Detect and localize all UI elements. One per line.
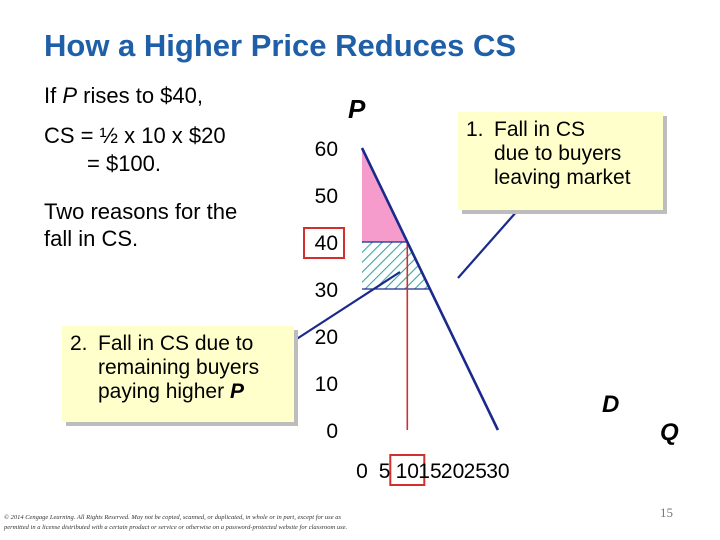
callout-2-number: 2. bbox=[70, 332, 88, 355]
x-tick-label: 20 bbox=[441, 460, 464, 483]
y-tick-label: 0 bbox=[326, 420, 338, 443]
price-axis-label: P bbox=[348, 94, 366, 124]
x-tick-label: 30 bbox=[486, 460, 509, 483]
y-tick-label: 10 bbox=[315, 373, 338, 396]
demand-curve bbox=[360, 147, 500, 431]
slide-title: How a Higher Price Reduces CS bbox=[44, 28, 517, 63]
quantity-axis-label: Q bbox=[660, 419, 679, 446]
callout-higher-price: 2. Fall in CS due to remaining buyers pa… bbox=[62, 326, 294, 422]
callout-1-number: 1. bbox=[466, 118, 484, 141]
x-tick-highlight bbox=[389, 454, 426, 486]
callout-2-pointer bbox=[291, 271, 401, 343]
reasons-line-1: Two reasons for the bbox=[44, 199, 238, 224]
page-number: 15 bbox=[660, 505, 673, 520]
callout-1-line-2: due to buyers bbox=[494, 142, 622, 165]
y-tick-label: 60 bbox=[315, 138, 338, 161]
callout-1-line-3: leaving market bbox=[494, 166, 631, 189]
callout-2-price-variable: P bbox=[229, 380, 244, 403]
price-rise-text: If P rises to $40, bbox=[44, 83, 203, 108]
reasons-line-2: fall in CS. bbox=[44, 226, 139, 251]
y-tick-label: 50 bbox=[315, 185, 338, 208]
callout-1-line-1: Fall in CS bbox=[494, 118, 586, 141]
x-tick-label: 5 bbox=[379, 460, 391, 483]
x-tick-label: 10 bbox=[396, 460, 419, 483]
y-tick-label: 20 bbox=[315, 326, 338, 349]
cs-formula-line: CS = ½ x 10 x $20 bbox=[44, 123, 226, 148]
callout-buyers-leaving: 1. Fall in CS due to buyers leaving mark… bbox=[458, 112, 663, 210]
x-tick-label: 25 bbox=[464, 460, 487, 483]
price-variable: P bbox=[62, 83, 78, 108]
callout-2-line-3: paying higher P bbox=[98, 380, 244, 403]
copyright-line-2: permitted in a license distributed with … bbox=[4, 524, 348, 531]
copyright-line-1: © 2014 Cengage Learning. All Rights Rese… bbox=[4, 514, 341, 521]
y-tick-label: 30 bbox=[315, 279, 338, 302]
y-tick-label: 40 bbox=[315, 232, 338, 255]
x-tick-label: 15 bbox=[418, 460, 441, 483]
callout-1-pointer bbox=[457, 209, 519, 279]
y-tick-highlight bbox=[303, 227, 345, 259]
callout-2-line-2: remaining buyers bbox=[98, 356, 260, 379]
copyright-footer: © 2014 Cengage Learning. All Rights Rese… bbox=[4, 513, 454, 533]
callout-2-line-1: Fall in CS due to bbox=[98, 332, 254, 355]
cs-result-line: = $100. bbox=[87, 151, 162, 176]
x-tick-label: 0 bbox=[356, 460, 368, 483]
demand-label: D bbox=[602, 391, 619, 418]
